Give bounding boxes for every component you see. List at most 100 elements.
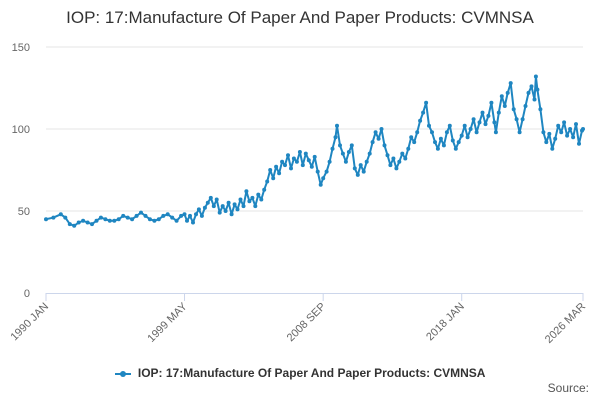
data-point[interactable]: [247, 199, 252, 204]
data-point[interactable]: [223, 209, 228, 213]
data-point[interactable]: [505, 90, 510, 95]
data-point[interactable]: [493, 130, 498, 135]
data-point[interactable]: [161, 213, 166, 218]
data-point[interactable]: [532, 97, 537, 102]
data-point[interactable]: [330, 146, 335, 151]
data-point[interactable]: [250, 195, 255, 200]
data-point[interactable]: [376, 136, 381, 141]
data-point[interactable]: [182, 212, 187, 217]
data-point[interactable]: [271, 176, 276, 181]
data-point[interactable]: [367, 151, 372, 156]
data-point[interactable]: [477, 120, 482, 125]
data-point[interactable]: [156, 217, 161, 222]
legend[interactable]: IOP: 17:Manufacture Of Paper And Paper P…: [0, 366, 600, 380]
data-point[interactable]: [427, 123, 431, 128]
data-point[interactable]: [480, 110, 485, 115]
data-point[interactable]: [571, 135, 576, 140]
data-point[interactable]: [324, 169, 329, 174]
data-point[interactable]: [355, 172, 360, 177]
data-point[interactable]: [94, 218, 99, 223]
data-point[interactable]: [447, 123, 452, 128]
data-point[interactable]: [415, 130, 420, 135]
data-point[interactable]: [152, 218, 157, 223]
data-point[interactable]: [232, 202, 237, 207]
data-point[interactable]: [107, 218, 112, 223]
data-point[interactable]: [541, 130, 546, 135]
data-point[interactable]: [238, 197, 243, 202]
data-point[interactable]: [268, 168, 273, 172]
data-point[interactable]: [170, 215, 175, 220]
data-point[interactable]: [214, 197, 219, 202]
data-point[interactable]: [441, 143, 446, 148]
data-point[interactable]: [450, 138, 455, 143]
data-point[interactable]: [220, 204, 225, 209]
data-point[interactable]: [315, 169, 320, 174]
data-point[interactable]: [81, 218, 86, 223]
data-point[interactable]: [421, 110, 426, 115]
data-point[interactable]: [550, 146, 555, 151]
data-point[interactable]: [256, 192, 261, 197]
data-point[interactable]: [456, 140, 461, 145]
data-point[interactable]: [312, 154, 317, 159]
data-point[interactable]: [76, 220, 81, 225]
data-point[interactable]: [202, 205, 207, 210]
data-point[interactable]: [499, 94, 504, 99]
data-point[interactable]: [520, 117, 525, 122]
data-point[interactable]: [533, 74, 538, 79]
data-point[interactable]: [349, 143, 354, 148]
data-point[interactable]: [581, 127, 585, 131]
data-point[interactable]: [277, 171, 282, 176]
data-point[interactable]: [229, 212, 234, 217]
data-point[interactable]: [44, 217, 48, 222]
data-point[interactable]: [435, 146, 440, 151]
data-point[interactable]: [403, 156, 408, 161]
data-point[interactable]: [58, 212, 63, 217]
data-point[interactable]: [535, 87, 540, 92]
data-point[interactable]: [72, 223, 77, 228]
data-point[interactable]: [547, 131, 552, 136]
data-point[interactable]: [511, 107, 516, 112]
data-point[interactable]: [174, 218, 179, 223]
data-point[interactable]: [327, 159, 332, 164]
data-point[interactable]: [553, 136, 558, 141]
data-point[interactable]: [262, 187, 267, 192]
data-point[interactable]: [121, 213, 126, 218]
data-point[interactable]: [346, 150, 351, 154]
data-point[interactable]: [297, 150, 302, 154]
data-point[interactable]: [294, 159, 299, 164]
data-point[interactable]: [358, 163, 363, 168]
data-point[interactable]: [196, 207, 201, 212]
data-point[interactable]: [496, 110, 501, 115]
data-point[interactable]: [194, 212, 198, 217]
data-point[interactable]: [385, 153, 390, 158]
data-point[interactable]: [130, 217, 135, 222]
data-point[interactable]: [430, 130, 434, 135]
data-point[interactable]: [226, 200, 231, 205]
data-point[interactable]: [289, 166, 293, 171]
data-point[interactable]: [529, 84, 534, 89]
data-point[interactable]: [388, 163, 393, 168]
data-point[interactable]: [474, 130, 479, 135]
data-point[interactable]: [397, 159, 402, 164]
data-point[interactable]: [424, 100, 429, 105]
data-point[interactable]: [418, 118, 423, 123]
data-point[interactable]: [538, 107, 543, 112]
data-point[interactable]: [85, 220, 90, 225]
data-point[interactable]: [492, 120, 497, 125]
data-point[interactable]: [208, 195, 213, 200]
data-point[interactable]: [370, 140, 375, 145]
data-point[interactable]: [352, 166, 357, 171]
data-point[interactable]: [286, 153, 290, 158]
data-point[interactable]: [51, 215, 56, 220]
data-point[interactable]: [508, 81, 513, 86]
data-point[interactable]: [523, 104, 528, 108]
data-point[interactable]: [143, 213, 148, 218]
data-point[interactable]: [283, 163, 287, 168]
data-point[interactable]: [211, 204, 216, 209]
data-point[interactable]: [188, 213, 192, 218]
data-point[interactable]: [379, 127, 384, 131]
data-point[interactable]: [280, 159, 285, 164]
data-point[interactable]: [199, 213, 204, 218]
data-point[interactable]: [90, 222, 94, 227]
data-point[interactable]: [241, 204, 246, 209]
